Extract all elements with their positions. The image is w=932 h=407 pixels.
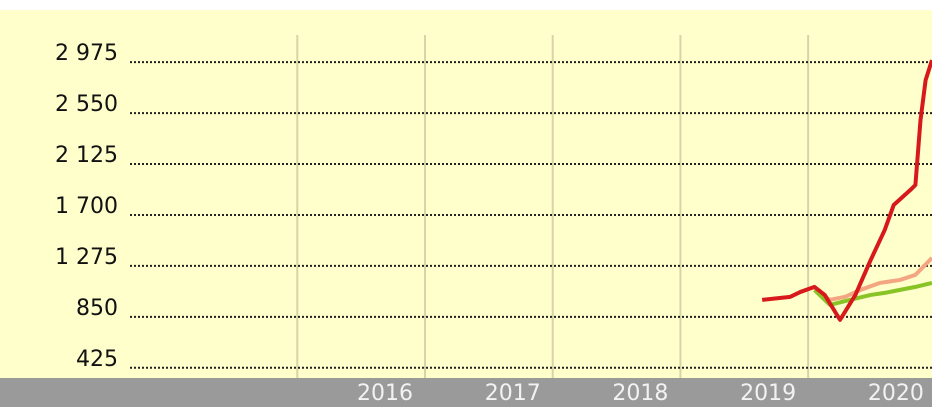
lines xyxy=(761,59,932,322)
y-tick-label: 425 xyxy=(76,347,118,372)
series-line xyxy=(813,256,932,302)
plot-background xyxy=(0,10,932,378)
x-axis-band xyxy=(0,378,932,407)
y-tick-label: 850 xyxy=(76,296,118,321)
y-tick-label: 2 125 xyxy=(55,143,118,168)
y-tick-label: 2 975 xyxy=(55,41,118,66)
x-tick-label: 2020 xyxy=(868,381,924,406)
x-tick-label: 2018 xyxy=(612,381,668,406)
x-tick-label: 2017 xyxy=(485,381,541,406)
y-tick-label: 1 700 xyxy=(55,194,118,219)
series-line xyxy=(761,59,932,322)
x-tick-label: 2019 xyxy=(740,381,796,406)
y-tick-label: 2 550 xyxy=(55,92,118,117)
y-tick-label: 1 275 xyxy=(55,245,118,270)
series-line xyxy=(813,280,932,307)
x-tick-label: 2016 xyxy=(357,381,413,406)
